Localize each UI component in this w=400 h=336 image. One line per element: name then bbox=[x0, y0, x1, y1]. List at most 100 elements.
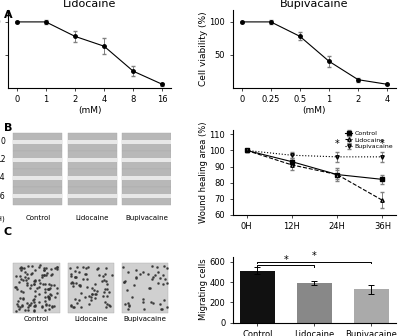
Point bbox=[28, 270, 35, 275]
Point bbox=[29, 297, 36, 303]
Point bbox=[72, 275, 78, 280]
Point bbox=[72, 268, 78, 274]
Point bbox=[28, 271, 34, 277]
Point bbox=[102, 299, 108, 304]
Point bbox=[100, 293, 106, 298]
Point bbox=[100, 273, 106, 279]
Point bbox=[162, 276, 168, 281]
Point bbox=[92, 291, 99, 296]
Point bbox=[101, 277, 107, 283]
Point bbox=[21, 275, 28, 280]
Point bbox=[157, 276, 163, 281]
Point bbox=[76, 298, 82, 303]
Point bbox=[24, 300, 30, 306]
Legend: Control, Lidocaine, Bupivacaine: Control, Lidocaine, Bupivacaine bbox=[342, 128, 395, 152]
Point bbox=[45, 281, 52, 287]
Point bbox=[52, 265, 58, 271]
Point bbox=[42, 282, 48, 287]
Point bbox=[39, 305, 46, 310]
Point bbox=[30, 308, 37, 313]
Point bbox=[92, 281, 98, 286]
Bar bbox=[14, 139, 62, 144]
Text: A: A bbox=[4, 10, 13, 20]
Point bbox=[125, 303, 132, 308]
Point bbox=[129, 295, 135, 300]
Point bbox=[105, 289, 112, 294]
Point bbox=[70, 304, 76, 310]
Point bbox=[148, 299, 154, 305]
Point bbox=[36, 284, 43, 290]
Bar bbox=[68, 263, 114, 313]
Point bbox=[152, 272, 158, 278]
Point bbox=[27, 286, 33, 291]
Point bbox=[68, 271, 74, 277]
Point bbox=[51, 304, 58, 309]
Point bbox=[42, 298, 48, 303]
Point bbox=[20, 296, 26, 302]
Point bbox=[54, 267, 60, 272]
Point bbox=[13, 284, 20, 290]
X-axis label: (mM): (mM) bbox=[78, 106, 101, 115]
Point bbox=[51, 295, 58, 300]
Point bbox=[86, 293, 92, 299]
Point bbox=[32, 293, 38, 299]
Point bbox=[141, 306, 148, 311]
Bar bbox=[14, 194, 62, 199]
Point bbox=[88, 297, 94, 302]
Point bbox=[164, 280, 170, 285]
Point bbox=[149, 263, 155, 268]
Point bbox=[89, 286, 95, 291]
Point bbox=[104, 281, 110, 287]
Text: Bupivacaine: Bupivacaine bbox=[124, 316, 167, 322]
Point bbox=[102, 271, 108, 277]
Point bbox=[76, 282, 82, 288]
Bar bbox=[297, 283, 332, 323]
Point bbox=[122, 302, 129, 307]
Point bbox=[106, 302, 113, 308]
Text: *: * bbox=[380, 139, 385, 149]
Point bbox=[42, 286, 48, 291]
Text: Bupivacaine: Bupivacaine bbox=[125, 215, 168, 221]
Point bbox=[101, 289, 107, 295]
Point bbox=[16, 307, 22, 312]
Point bbox=[84, 284, 90, 290]
Point bbox=[12, 308, 19, 313]
Point bbox=[27, 302, 34, 308]
Point bbox=[31, 299, 37, 305]
Bar bbox=[14, 133, 62, 151]
Point bbox=[133, 274, 140, 280]
Point bbox=[78, 304, 84, 309]
Point bbox=[106, 303, 113, 308]
Text: *: * bbox=[335, 139, 340, 149]
Point bbox=[84, 277, 90, 282]
Point bbox=[164, 265, 170, 271]
Point bbox=[14, 301, 20, 307]
Point bbox=[160, 272, 166, 278]
Point bbox=[18, 303, 25, 308]
Text: (H): (H) bbox=[0, 215, 5, 222]
Point bbox=[18, 276, 24, 282]
Point bbox=[126, 302, 133, 307]
Point bbox=[140, 269, 146, 274]
Point bbox=[73, 264, 80, 269]
Point bbox=[20, 295, 26, 300]
Point bbox=[40, 272, 47, 278]
Point bbox=[32, 267, 38, 272]
Point bbox=[40, 282, 46, 287]
Point bbox=[159, 307, 165, 312]
Bar bbox=[68, 169, 117, 187]
Point bbox=[20, 277, 26, 283]
Point bbox=[103, 304, 110, 309]
Bar bbox=[122, 139, 171, 144]
Point bbox=[15, 303, 22, 308]
Point bbox=[46, 297, 52, 302]
Point bbox=[45, 287, 51, 292]
Text: Control: Control bbox=[25, 215, 50, 221]
Point bbox=[66, 265, 73, 270]
Point bbox=[46, 295, 52, 301]
Point bbox=[48, 272, 54, 278]
Point bbox=[37, 281, 43, 286]
Point bbox=[16, 265, 23, 271]
Bar bbox=[68, 158, 117, 162]
Point bbox=[103, 278, 109, 283]
